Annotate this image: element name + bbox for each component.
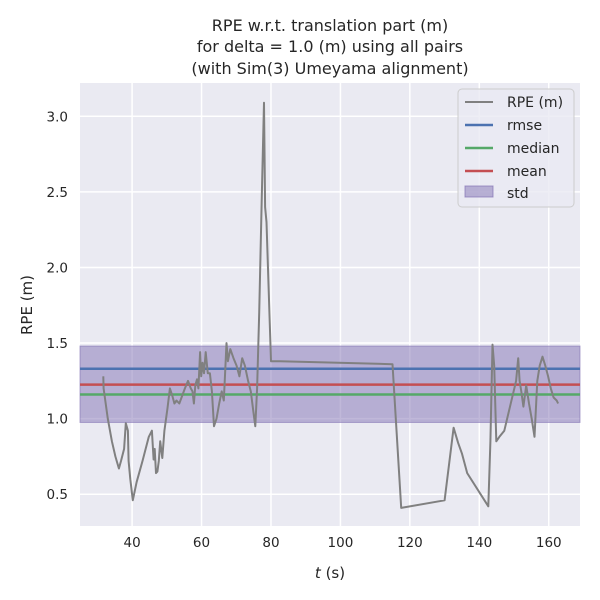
svg-text:std: std xyxy=(507,186,529,202)
legend-entry-mean: mean xyxy=(465,164,547,180)
y-tick-label: 2.5 xyxy=(47,185,68,201)
legend-entry-std: std xyxy=(464,185,529,202)
legend-entry-median: median xyxy=(465,141,559,157)
svg-text:rmse: rmse xyxy=(507,118,542,134)
y-tick-label: 2.0 xyxy=(47,260,68,276)
chart-title-line-2: for delta = 1.0 (m) using all pairs xyxy=(197,37,463,56)
x-tick-label: 120 xyxy=(397,535,423,551)
x-tick-label: 160 xyxy=(536,535,562,551)
rpe-series-line xyxy=(102,101,560,509)
x-tick-label: 60 xyxy=(193,535,210,551)
x-tick-labels: 40 60 80 100 120 140 160 xyxy=(123,535,561,551)
legend: RPE (m) rmse median mean std xyxy=(457,88,575,208)
y-axis-label: RPE (m) xyxy=(18,275,36,335)
x-tick-label: 80 xyxy=(262,535,279,551)
legend-frame xyxy=(457,88,575,208)
y-tick-label: 3.0 xyxy=(47,109,68,125)
x-tick-label: 140 xyxy=(466,535,492,551)
svg-text:mean: mean xyxy=(507,164,547,180)
x-gridlines xyxy=(131,83,550,526)
chart-title-line-1: RPE w.r.t. translation part (m) xyxy=(212,16,448,35)
x-tick-label: 40 xyxy=(123,535,140,551)
y-tick-label: 1.5 xyxy=(47,336,68,352)
legend-entry-rmse: rmse xyxy=(465,118,542,134)
y-tick-label: 1.0 xyxy=(47,412,68,428)
x-tick-label: 100 xyxy=(328,535,354,551)
x-axis-label: t (s) xyxy=(315,564,345,582)
svg-text:RPE (m): RPE (m) xyxy=(507,95,563,111)
chart-title-line-3: (with Sim(3) Umeyama alignment) xyxy=(191,59,468,78)
y-tick-label: 0.5 xyxy=(47,487,68,503)
legend-entry-rpe: RPE (m) xyxy=(465,95,563,111)
svg-text:median: median xyxy=(507,141,559,157)
y-tick-labels: 0.5 1.0 1.5 2.0 2.5 3.0 xyxy=(47,109,68,503)
